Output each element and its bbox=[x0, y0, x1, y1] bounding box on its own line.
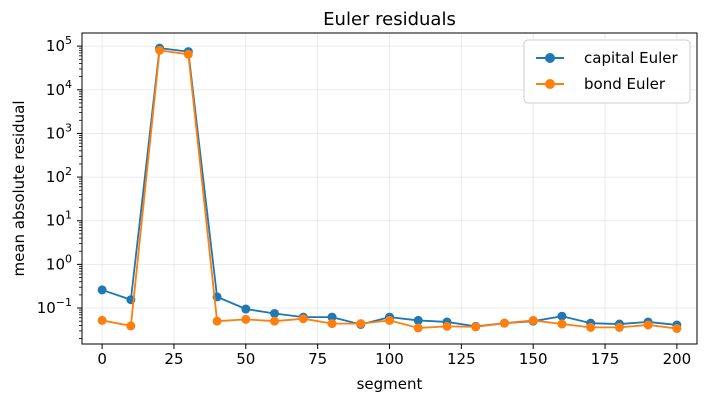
data-point bbox=[212, 316, 222, 326]
data-point bbox=[413, 315, 423, 325]
legend-label-bond: bond Euler bbox=[584, 75, 666, 93]
data-point bbox=[356, 319, 366, 329]
y-tick-label: 10−1 bbox=[37, 296, 72, 317]
ticks: 0 25 50 75 100 125 150 175 200 10−1 100 101 102 103 10… bbox=[37, 34, 692, 368]
grid bbox=[82, 33, 697, 344]
x-tick-label: 25 bbox=[164, 350, 183, 368]
data-point bbox=[557, 311, 567, 321]
x-tick-label: 75 bbox=[308, 350, 327, 368]
data-point bbox=[528, 315, 538, 325]
data-point bbox=[442, 321, 452, 331]
data-point bbox=[241, 304, 251, 314]
y-tick-label: 105 bbox=[46, 34, 72, 55]
data-point bbox=[270, 308, 280, 318]
data-point bbox=[155, 45, 165, 55]
data-point bbox=[499, 318, 509, 328]
x-axis-label: segment bbox=[357, 375, 423, 393]
y-axis-label: mean absolute residual bbox=[10, 100, 28, 276]
x-tick-label: 50 bbox=[236, 350, 255, 368]
y-tick-label: 104 bbox=[46, 78, 72, 99]
data-point bbox=[614, 322, 624, 332]
data-point bbox=[327, 319, 337, 329]
x-tick-label: 0 bbox=[97, 350, 107, 368]
data-point bbox=[672, 323, 682, 333]
data-point bbox=[270, 316, 280, 326]
data-point bbox=[97, 285, 107, 295]
data-point bbox=[413, 323, 423, 333]
data-point bbox=[557, 319, 567, 329]
y-tick-label: 100 bbox=[46, 252, 72, 273]
data-point bbox=[327, 312, 337, 322]
data-point bbox=[183, 49, 193, 59]
data-point bbox=[298, 314, 308, 324]
x-tick-label: 200 bbox=[663, 350, 692, 368]
data-point bbox=[97, 315, 107, 325]
y-tick-label: 103 bbox=[46, 121, 72, 142]
legend-box bbox=[523, 39, 691, 104]
y-tick-label: 102 bbox=[46, 165, 72, 186]
chart-title: Euler residuals bbox=[323, 9, 456, 30]
x-tick-label: 125 bbox=[447, 350, 476, 368]
data-point bbox=[643, 320, 653, 330]
legend-marker-capital bbox=[545, 53, 555, 63]
data-point bbox=[126, 321, 136, 331]
y-tick-label: 101 bbox=[46, 209, 72, 230]
legend-label-capital: capital Euler bbox=[584, 49, 679, 67]
x-tick-label: 175 bbox=[591, 350, 620, 368]
data-point bbox=[385, 315, 394, 325]
x-tick-label: 100 bbox=[375, 350, 404, 368]
legend-marker-bond bbox=[545, 79, 555, 89]
data-point bbox=[471, 322, 481, 332]
legend: capital Euler bond Euler bbox=[523, 39, 691, 104]
x-tick-label: 150 bbox=[519, 350, 548, 368]
data-point bbox=[241, 314, 251, 324]
series-layer bbox=[97, 43, 682, 333]
data-point bbox=[586, 322, 596, 332]
